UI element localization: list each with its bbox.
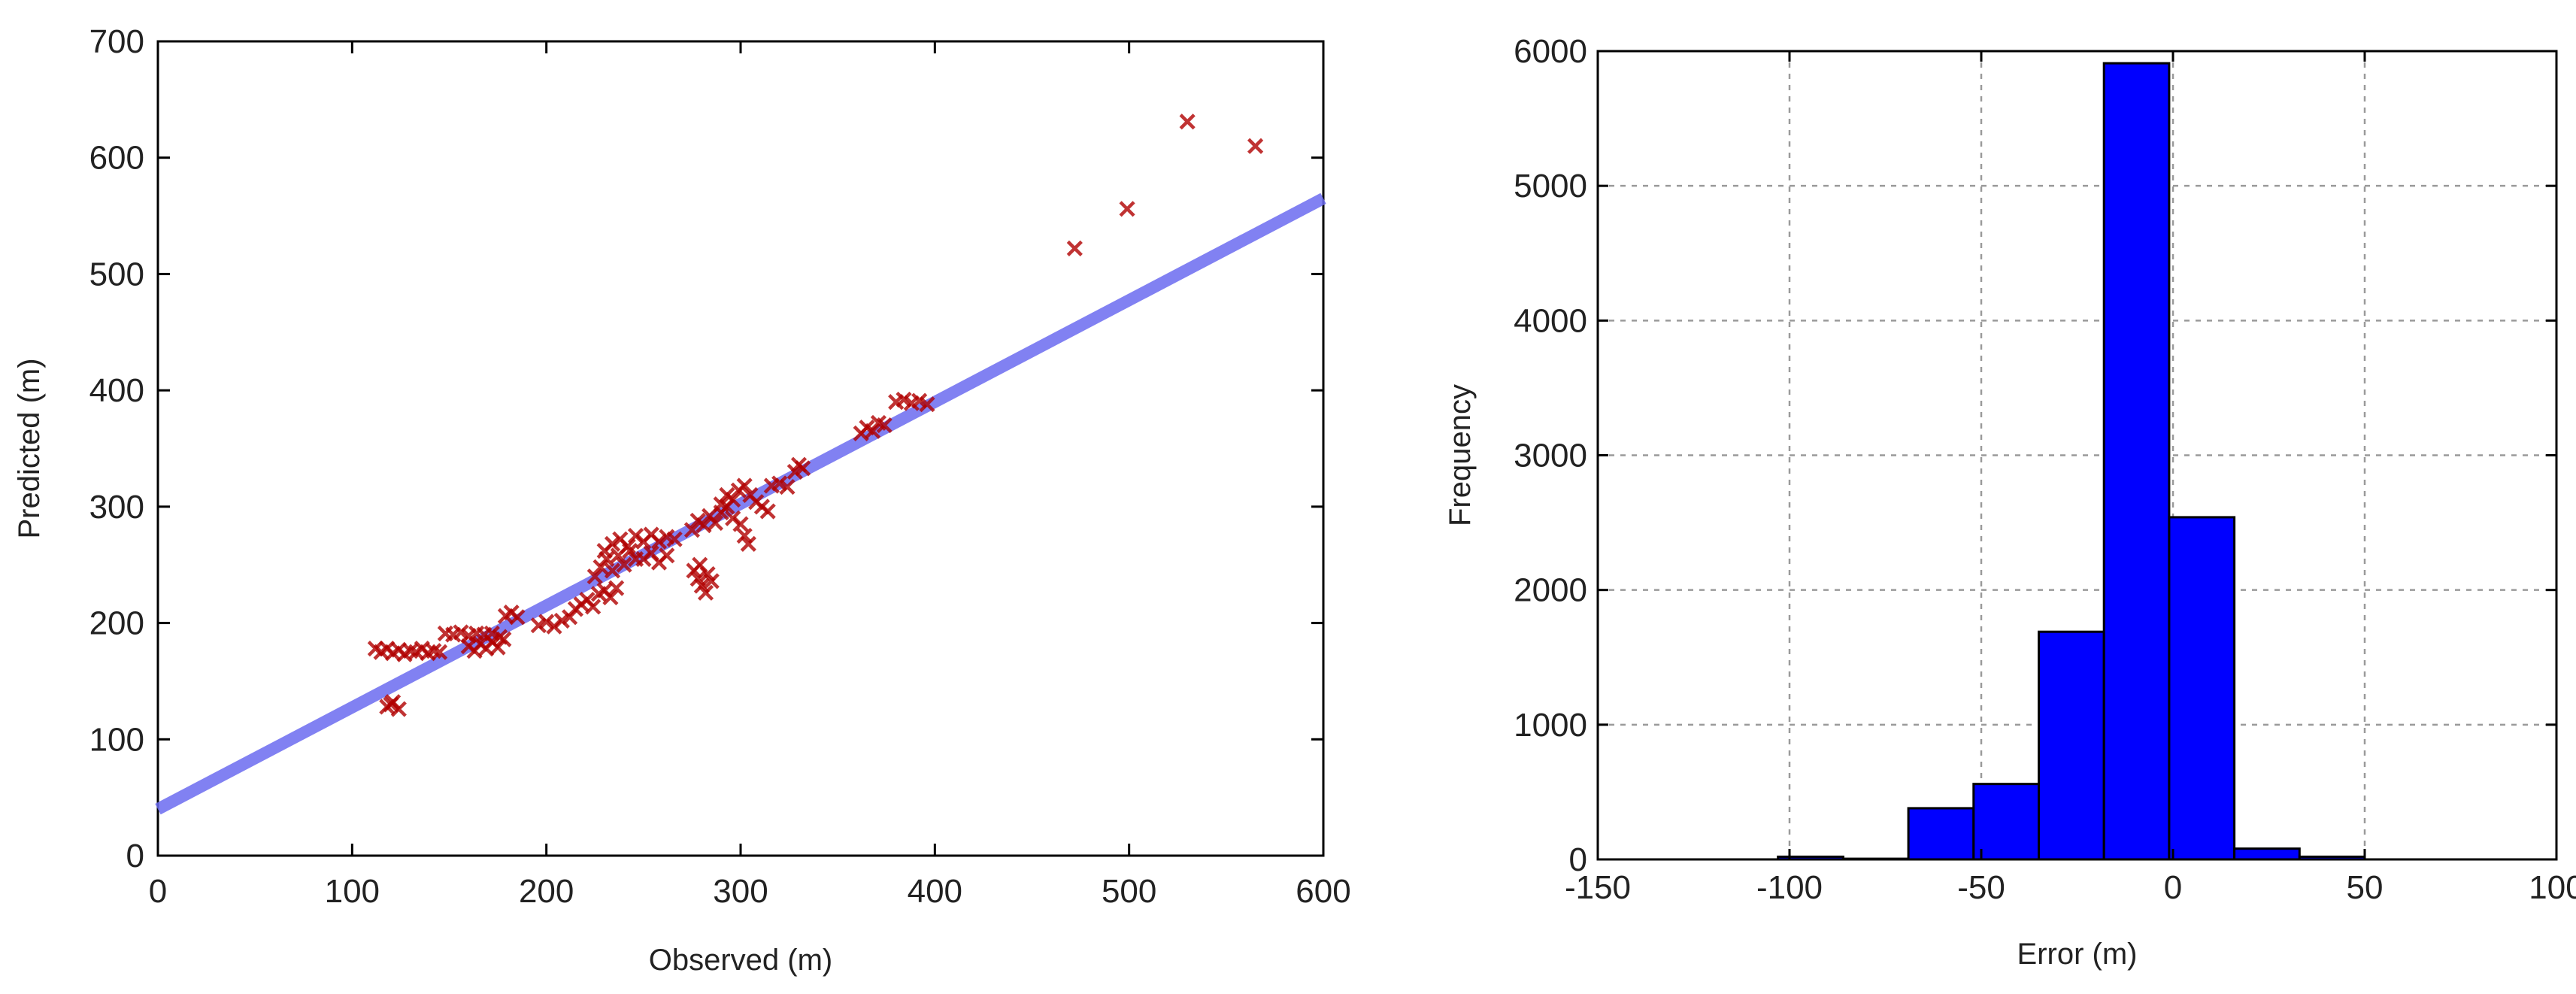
- data-point: [713, 496, 729, 513]
- data-point: [919, 396, 935, 413]
- data-point: [795, 460, 811, 477]
- y-tick-label: 200: [89, 605, 144, 642]
- data-point: [616, 556, 632, 573]
- data-point: [876, 417, 893, 434]
- x-tick-label: 300: [713, 873, 768, 910]
- x-tick-label: 500: [1102, 873, 1156, 910]
- y-tick-label: 700: [89, 23, 144, 60]
- y-tick-label: 0: [126, 838, 144, 874]
- x-tick-label: 50: [2347, 869, 2384, 906]
- x-axis-label: Error (m): [2017, 938, 2138, 971]
- data-point: [759, 503, 776, 520]
- histogram-bar: [1972, 783, 2041, 861]
- fit-line: [155, 192, 1326, 815]
- data-point: [431, 644, 448, 660]
- data-point: [707, 514, 724, 532]
- data-point: [586, 568, 603, 585]
- y-tick-label: 2000: [1514, 572, 1587, 609]
- data-point: [1066, 240, 1083, 256]
- data-point: [1119, 201, 1135, 217]
- y-tick-label: 100: [89, 721, 144, 758]
- y-tick-label: 0: [1569, 841, 1587, 878]
- y-tick-label: 1000: [1514, 707, 1587, 744]
- data-point: [390, 701, 407, 717]
- data-point: [604, 535, 621, 552]
- y-axis-label: Predicted (m): [13, 358, 46, 538]
- data-point: [683, 522, 701, 538]
- x-tick-label: -100: [1756, 869, 1823, 906]
- y-axis-label: Frequency: [1444, 384, 1477, 526]
- x-axis-label: Observed (m): [649, 944, 833, 977]
- x-tick-label: 0: [149, 873, 167, 910]
- y-tick-label: 6000: [1514, 33, 1587, 70]
- data-point: [696, 517, 712, 534]
- data-point: [602, 589, 619, 606]
- data-point: [1247, 138, 1264, 154]
- x-tick-label: 100: [2529, 869, 2576, 906]
- data-point: [736, 527, 753, 544]
- data-point: [779, 478, 796, 495]
- data-point: [1179, 114, 1196, 130]
- data-point: [585, 599, 602, 615]
- histogram-bar: [2038, 630, 2105, 861]
- data-point: [650, 533, 668, 550]
- y-tick-label: 300: [89, 489, 144, 526]
- data-point: [383, 696, 399, 713]
- data-point: [659, 547, 675, 564]
- data-point: [732, 516, 749, 532]
- scatter-chart: 0 100 200 300 400 500 600 0 100 200 300 400 500 600 70…: [13, 23, 1351, 977]
- histogram-bar: [2168, 516, 2236, 861]
- data-point: [608, 580, 625, 596]
- x-tick-label: -150: [1565, 869, 1631, 906]
- x-tick-label: -50: [1957, 869, 2005, 906]
- x-tick-label: 200: [519, 873, 574, 910]
- histogram-bar: [2102, 62, 2171, 861]
- y-tick-label: 600: [89, 140, 144, 177]
- y-tick-label: 400: [89, 372, 144, 409]
- histogram-bar: [2233, 847, 2301, 861]
- data-point: [697, 584, 714, 601]
- x-tick-label: 400: [908, 873, 962, 910]
- data-point: [666, 531, 683, 547]
- histogram-chart: -150 -100 -50 0 50 10001000200030004000500060…: [1444, 33, 2576, 971]
- x-tick-label: 0: [2164, 869, 2182, 906]
- y-tick-label: 5000: [1514, 168, 1587, 205]
- y-tick-label: 4000: [1514, 302, 1587, 339]
- data-point: [538, 614, 555, 630]
- data-point: [496, 631, 512, 647]
- data-point: [620, 538, 636, 555]
- data-point: [703, 573, 720, 589]
- y-tick-label: 500: [89, 256, 144, 292]
- data-point: [725, 491, 741, 508]
- y-tick-label: 3000: [1514, 438, 1587, 474]
- x-tick-label: 600: [1296, 873, 1350, 910]
- data-point: [604, 562, 621, 579]
- histogram-bar: [1907, 807, 1975, 861]
- data-point: [736, 477, 753, 494]
- scatter-plot-area: [156, 40, 1325, 857]
- x-tick-label: 100: [325, 873, 380, 910]
- data-point: [740, 535, 756, 552]
- data-point: [509, 609, 526, 626]
